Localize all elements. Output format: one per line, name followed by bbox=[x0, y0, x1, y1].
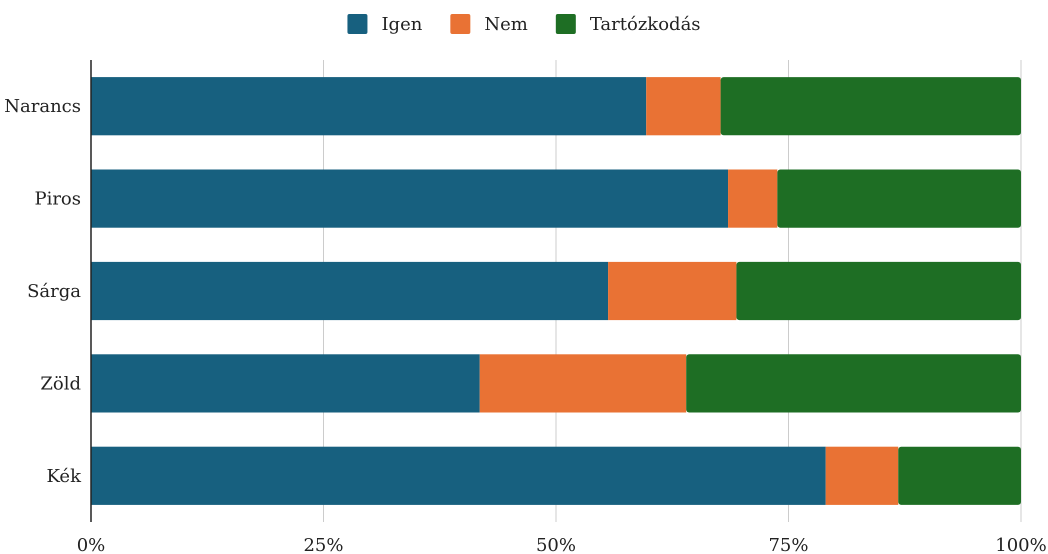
legend-swatch bbox=[450, 14, 471, 34]
bar-zold-tartozkodas bbox=[686, 354, 1021, 413]
bar-kek-nem bbox=[825, 446, 899, 505]
legend-swatch bbox=[555, 14, 576, 34]
bar-narancs-nem bbox=[646, 77, 721, 136]
bar-zold-nem bbox=[479, 354, 687, 413]
legend: Igen Nem Tartózkodás bbox=[347, 14, 701, 35]
bar-sarga-igen bbox=[91, 261, 609, 321]
category-label: Kék bbox=[46, 466, 82, 487]
category-labels: Narancs Piros Sárga Zöld Kék bbox=[4, 96, 82, 487]
legend-swatch bbox=[347, 14, 368, 34]
bar-piros-tartozkodas bbox=[777, 169, 1021, 228]
bar-piros-igen bbox=[91, 169, 729, 228]
legend-label: Nem bbox=[484, 14, 527, 35]
x-tick-label: 0% bbox=[77, 535, 106, 554]
category-label: Zöld bbox=[40, 373, 81, 394]
category-label: Narancs bbox=[4, 96, 81, 117]
bar-kek-igen bbox=[91, 446, 826, 505]
bar-narancs-tartozkodas bbox=[720, 77, 1021, 136]
bar-narancs-igen bbox=[91, 77, 647, 136]
category-label: Piros bbox=[34, 189, 81, 210]
x-tick-label: 25% bbox=[303, 535, 343, 554]
legend-label: Igen bbox=[381, 14, 422, 35]
legend-label: Tartózkodás bbox=[590, 14, 701, 35]
legend-item-igen: Igen bbox=[347, 14, 423, 35]
bar-zold-igen bbox=[91, 354, 480, 413]
x-tick-labels: 0% 25% 50% 75% 100% bbox=[77, 535, 1047, 554]
bar-piros-nem bbox=[728, 169, 778, 228]
x-tick-label: 100% bbox=[995, 535, 1046, 554]
x-tick-label: 75% bbox=[768, 535, 808, 554]
legend-item-nem: Nem bbox=[450, 14, 528, 35]
x-tick-label: 50% bbox=[536, 535, 576, 554]
bar-sarga-tartozkodas bbox=[736, 261, 1021, 321]
legend-item-tartozkodas: Tartózkodás bbox=[555, 14, 701, 35]
category-label: Sárga bbox=[27, 281, 81, 302]
bar-sarga-nem bbox=[608, 261, 737, 321]
bars bbox=[91, 77, 1021, 505]
bar-kek-tartozkodas bbox=[898, 446, 1021, 505]
